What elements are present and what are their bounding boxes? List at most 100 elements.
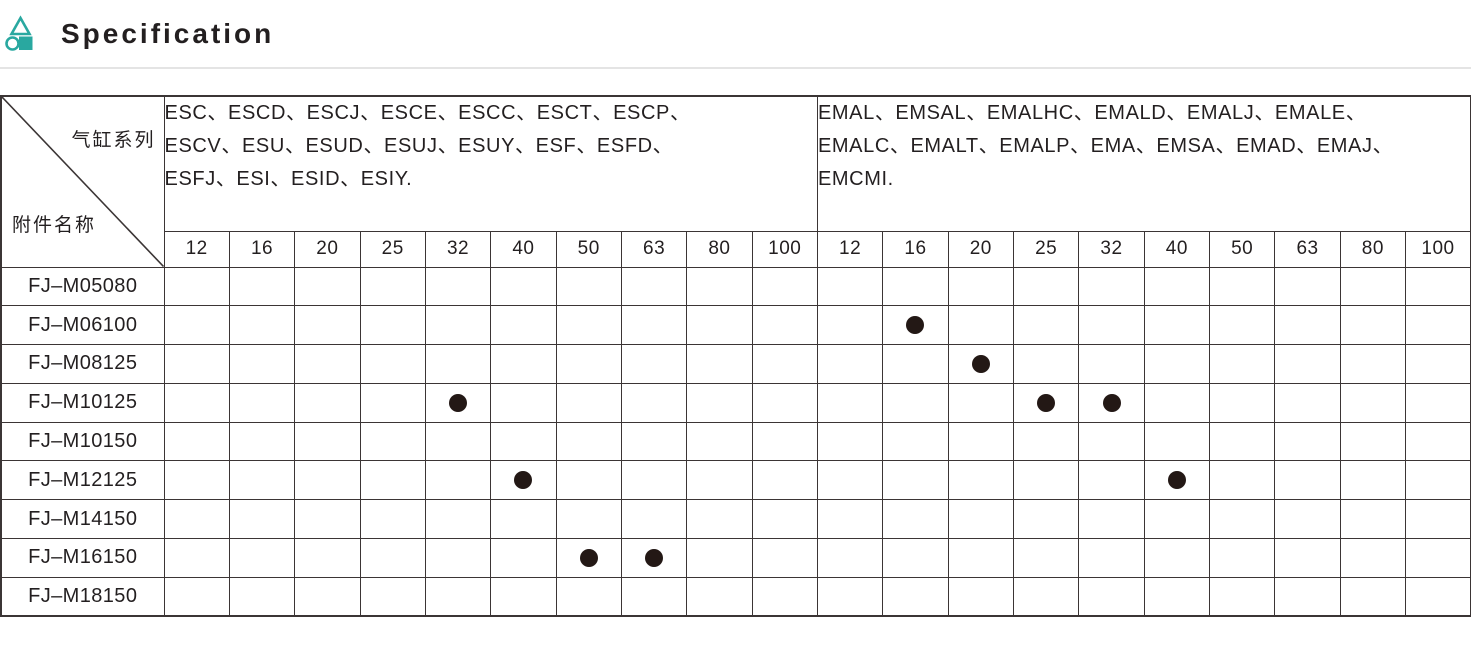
grid-cell <box>1209 382 1276 423</box>
grid-cell <box>555 382 622 423</box>
section-header: Specification <box>0 0 1471 69</box>
row-label: FJ–M14150 <box>0 499 165 540</box>
grid-cell <box>555 576 622 617</box>
grid-cell <box>490 576 557 617</box>
grid-cell <box>1274 499 1341 540</box>
row-label: FJ–M10150 <box>0 421 165 462</box>
grid-cell <box>751 499 818 540</box>
series-header-group1: ESC、ESCD、ESCJ、ESCE、ESCC、ESCT、ESCP、 ESCV、E… <box>163 95 818 232</box>
grid-cell <box>555 421 622 462</box>
grid-cell <box>1209 421 1276 462</box>
grid-cell <box>555 266 622 307</box>
grid-cell <box>294 460 361 501</box>
grid-cell <box>1143 344 1211 384</box>
grid-cell <box>359 460 426 501</box>
grid-cell <box>1078 576 1145 617</box>
grid-cell <box>1143 382 1211 423</box>
grid-cell <box>555 460 622 501</box>
size-header-g2-12: 12 <box>816 230 884 268</box>
dot-marker <box>1102 393 1121 412</box>
size-header-g2-100: 100 <box>1405 230 1471 268</box>
corner-label-accessory-name: 附件名称 <box>12 214 97 236</box>
grid-cell <box>1078 499 1145 540</box>
size-header-g2-40: 40 <box>1143 230 1211 268</box>
series-line: ESFJ、ESI、ESID、ESIY. <box>164 168 413 190</box>
grid-cell <box>620 576 688 617</box>
grid-cell <box>228 421 296 462</box>
grid-cell <box>424 576 492 617</box>
grid-cell <box>816 460 884 501</box>
grid-cell <box>816 344 884 384</box>
dot-marker <box>514 471 533 490</box>
size-header-g2-25: 25 <box>1012 230 1080 268</box>
grid-cell <box>686 460 753 501</box>
grid-cell <box>620 382 688 423</box>
grid-cell <box>751 344 818 384</box>
grid-cell <box>228 382 296 423</box>
grid-cell <box>947 499 1014 540</box>
page-title: Specification <box>61 17 275 49</box>
grid-cell <box>294 305 361 346</box>
grid-cell <box>947 382 1014 423</box>
shapes-icon <box>5 14 35 53</box>
grid-cell <box>1209 305 1276 346</box>
grid-cell <box>816 499 884 540</box>
dot-marker <box>1167 471 1186 490</box>
size-header-g1-12: 12 <box>163 230 230 268</box>
grid-cell <box>1209 538 1276 578</box>
grid-cell <box>1143 460 1211 501</box>
grid-cell <box>294 576 361 617</box>
size-header-g1-80: 80 <box>686 230 753 268</box>
grid-cell <box>1405 344 1471 384</box>
grid-cell <box>424 266 492 307</box>
grid-cell <box>294 421 361 462</box>
grid-cell <box>424 538 492 578</box>
row-label: FJ–M16150 <box>0 538 165 578</box>
series-line: ESCV、ESU、ESUD、ESUJ、ESUY、ESF、ESFD、 <box>164 135 674 157</box>
grid-cell <box>163 576 230 617</box>
grid-cell <box>1078 344 1145 384</box>
grid-cell <box>163 344 230 384</box>
grid-cell <box>555 538 622 578</box>
grid-cell <box>1405 538 1471 578</box>
grid-cell <box>1012 576 1080 617</box>
grid-cell <box>882 305 949 346</box>
grid-cell <box>359 421 426 462</box>
grid-cell <box>1405 382 1471 423</box>
grid-cell <box>686 576 753 617</box>
grid-cell <box>947 460 1014 501</box>
grid-cell <box>424 499 492 540</box>
dot-marker <box>906 316 925 335</box>
series-line: ESC、ESCD、ESCJ、ESCE、ESCC、ESCT、ESCP、 <box>164 102 691 124</box>
grid-cell <box>816 266 884 307</box>
grid-cell <box>424 421 492 462</box>
grid-cell <box>751 305 818 346</box>
series-line: EMALC、EMALT、EMALP、EMA、EMSA、EMAD、EMAJ、 <box>817 135 1394 157</box>
grid-cell <box>228 266 296 307</box>
grid-cell <box>1012 266 1080 307</box>
grid-cell <box>1405 576 1471 617</box>
row-label: FJ–M18150 <box>0 576 165 617</box>
grid-cell <box>490 382 557 423</box>
grid-cell <box>1012 344 1080 384</box>
grid-cell <box>620 305 688 346</box>
grid-cell <box>163 266 230 307</box>
grid-cell <box>620 344 688 384</box>
grid-cell <box>490 538 557 578</box>
grid-cell <box>359 538 426 578</box>
size-header-g2-16: 16 <box>882 230 949 268</box>
grid-cell <box>1274 305 1341 346</box>
grid-cell <box>1274 344 1341 384</box>
grid-cell <box>1012 460 1080 501</box>
grid-cell <box>490 266 557 307</box>
grid-cell <box>294 266 361 307</box>
size-header-g1-50: 50 <box>555 230 622 268</box>
grid-cell <box>228 538 296 578</box>
grid-cell <box>1405 305 1471 346</box>
grid-cell <box>359 499 426 540</box>
grid-cell <box>1405 421 1471 462</box>
grid-cell <box>816 576 884 617</box>
grid-cell <box>1209 499 1276 540</box>
grid-cell <box>751 460 818 501</box>
grid-cell <box>228 344 296 384</box>
